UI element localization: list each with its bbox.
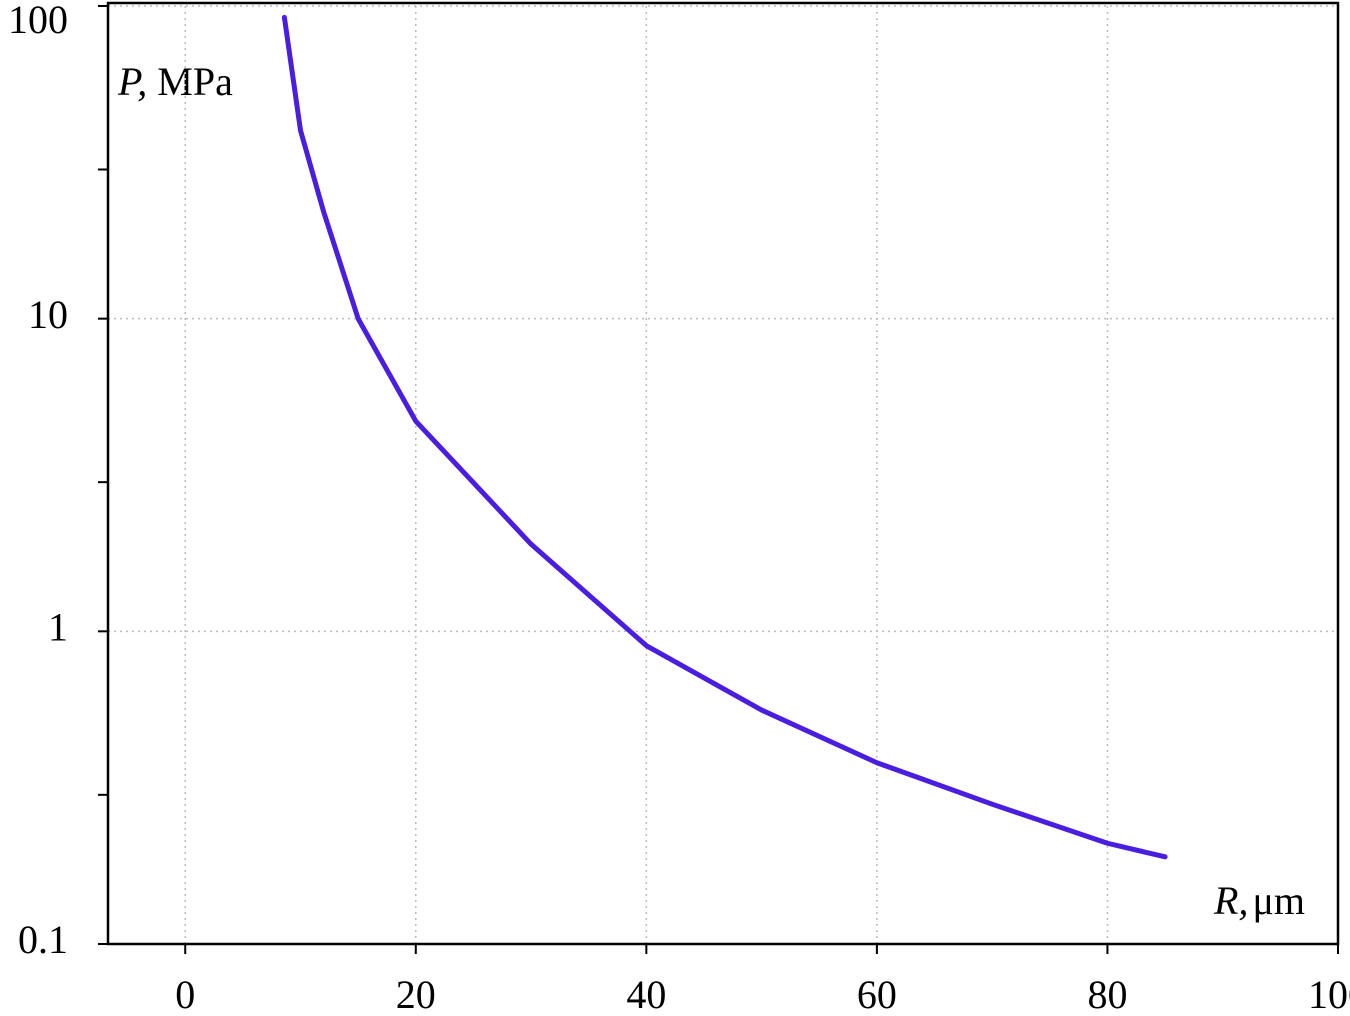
x-tick-label: 40 <box>626 972 666 1016</box>
x-tick-label: 0 <box>175 972 195 1016</box>
x-tick-label: 20 <box>396 972 436 1016</box>
y-tick-label: 1 <box>48 605 68 650</box>
y-label-symbol: P, <box>117 59 147 104</box>
x-label-unit: μm <box>1252 878 1305 923</box>
y-tick-label: 100 <box>8 0 68 42</box>
x-tick-label: 80 <box>1087 972 1127 1016</box>
y-tick-label: 10 <box>28 292 68 337</box>
data-line <box>281 14 1168 860</box>
x-axis-label: R, μm <box>1213 878 1305 923</box>
y-axis-label: P, MPa <box>117 59 233 104</box>
x-label-symbol: R, <box>1213 878 1248 923</box>
x-tick-label: 60 <box>857 972 897 1016</box>
x-tick-label: 100 <box>1308 972 1350 1016</box>
plot-frame <box>106 1 1340 946</box>
y-label-unit: MPa <box>157 59 233 104</box>
y-tick-label: 0.1 <box>18 917 68 962</box>
